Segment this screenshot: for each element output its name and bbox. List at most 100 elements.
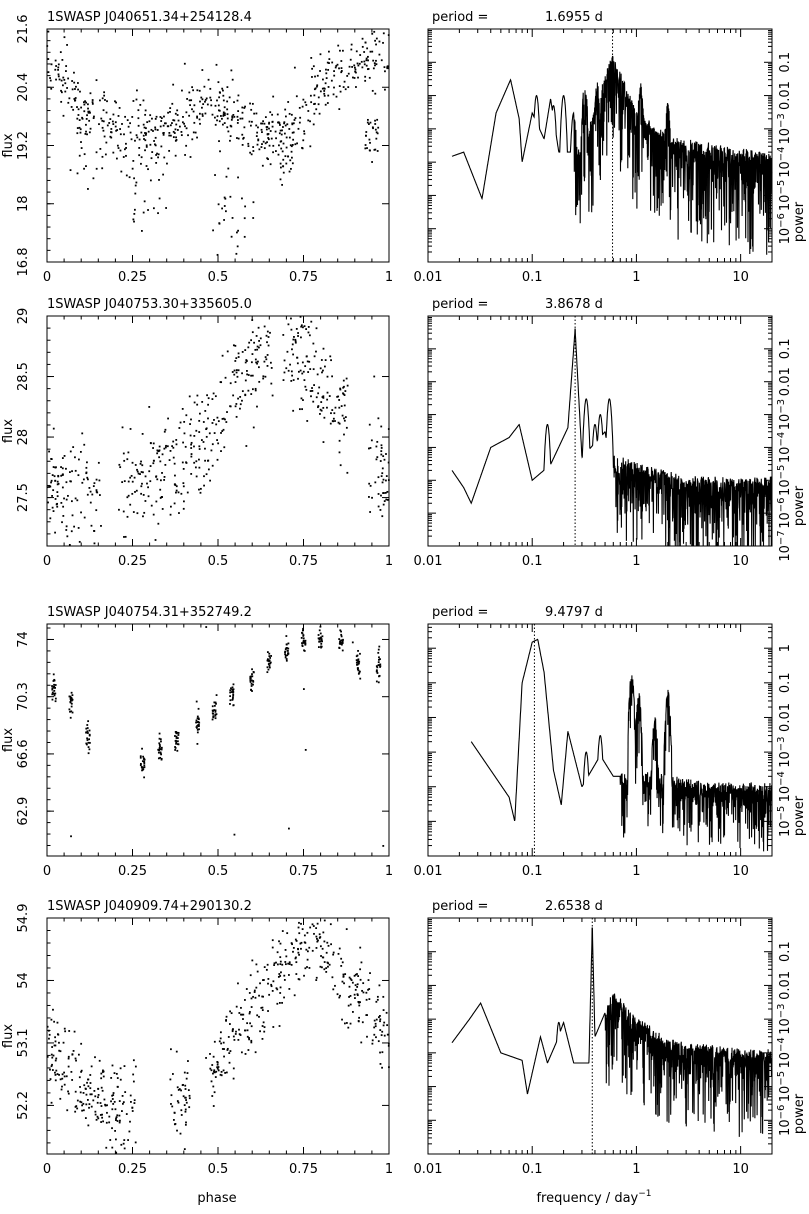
data-point [196, 728, 199, 731]
data-point [223, 112, 226, 115]
y-tick-label-exponent: −3 [776, 399, 787, 414]
data-point [73, 81, 76, 84]
data-point [209, 1067, 212, 1070]
data-points [46, 315, 390, 546]
data-point [112, 113, 115, 116]
data-point [258, 380, 261, 383]
data-point [140, 762, 142, 765]
data-point [275, 961, 277, 964]
data-point [293, 119, 296, 121]
data-point [338, 947, 341, 950]
data-point [295, 973, 298, 975]
data-point [297, 377, 299, 380]
data-point [249, 681, 252, 683]
data-point [341, 649, 344, 652]
data-point [245, 359, 248, 361]
plot-frame [427, 917, 773, 1155]
x-tick-label: 0.5 [208, 864, 229, 879]
data-point [350, 43, 353, 46]
data-point [379, 1051, 381, 1054]
data-point [375, 458, 378, 461]
data-point [317, 939, 319, 942]
y-tick-label: 0.1 [778, 339, 793, 360]
data-point [250, 361, 253, 364]
data-point [66, 1109, 69, 1112]
data-point [267, 982, 269, 985]
data-point [188, 395, 191, 398]
data-point [87, 746, 90, 748]
data-point [250, 108, 253, 111]
data-point [351, 66, 354, 68]
data-point [345, 426, 348, 429]
data-point [53, 694, 56, 697]
data-point [330, 943, 332, 946]
data-point [346, 75, 349, 77]
data-point [95, 478, 98, 481]
data-point [230, 235, 233, 238]
data-point [65, 467, 67, 470]
data-point [374, 128, 377, 131]
data-point [221, 123, 224, 126]
data-point [103, 135, 106, 138]
data-point [291, 162, 294, 165]
data-point [234, 1033, 237, 1035]
data-point [343, 982, 345, 985]
data-point [126, 119, 129, 122]
data-point [50, 479, 53, 482]
data-point [97, 1096, 99, 1099]
data-point [263, 122, 266, 125]
data-point [164, 446, 167, 449]
data-point [158, 742, 161, 745]
data-point [322, 931, 325, 934]
data-point [312, 342, 315, 345]
data-point [249, 151, 252, 154]
y-tick-label: 53.1 [16, 1028, 31, 1057]
data-point [83, 1084, 86, 1087]
data-point [288, 988, 291, 990]
data-point [294, 338, 297, 341]
data-point [279, 129, 282, 132]
y-tick-label-base: 10 [778, 195, 793, 212]
data-point [377, 651, 380, 654]
data-point [225, 175, 228, 178]
data-point [307, 110, 310, 112]
data-point [338, 67, 340, 70]
data-point [157, 757, 160, 760]
data-point [127, 125, 130, 128]
data-point [143, 200, 146, 203]
data-point [135, 98, 138, 101]
data-point [235, 1005, 238, 1008]
data-point [192, 131, 195, 134]
data-point [167, 111, 169, 114]
data-point [303, 130, 306, 133]
data-point [55, 78, 57, 81]
data-point [310, 395, 312, 398]
data-point [129, 131, 132, 134]
data-point [257, 326, 260, 329]
data-point [271, 394, 274, 397]
data-point [237, 1038, 240, 1041]
data-point [142, 123, 145, 126]
data-point [122, 1142, 125, 1145]
data-point [144, 113, 147, 116]
data-point [177, 732, 180, 734]
data-point [385, 475, 388, 477]
data-point [216, 1066, 219, 1069]
data-point [289, 159, 292, 162]
data-point [319, 408, 322, 411]
y-tick-label-base: 10 [778, 1052, 793, 1069]
data-point [152, 462, 155, 465]
data-point [326, 102, 329, 104]
data-point [364, 79, 367, 82]
data-point [54, 59, 57, 62]
data-point [320, 645, 323, 648]
data-point [99, 99, 101, 102]
data-point [234, 405, 237, 408]
data-point [288, 112, 291, 115]
data-point [89, 127, 92, 130]
data-point [239, 1034, 242, 1036]
data-point [228, 1023, 231, 1025]
data-point [176, 740, 179, 743]
period-value: 9.4797 d [545, 605, 603, 620]
data-point [325, 967, 328, 970]
